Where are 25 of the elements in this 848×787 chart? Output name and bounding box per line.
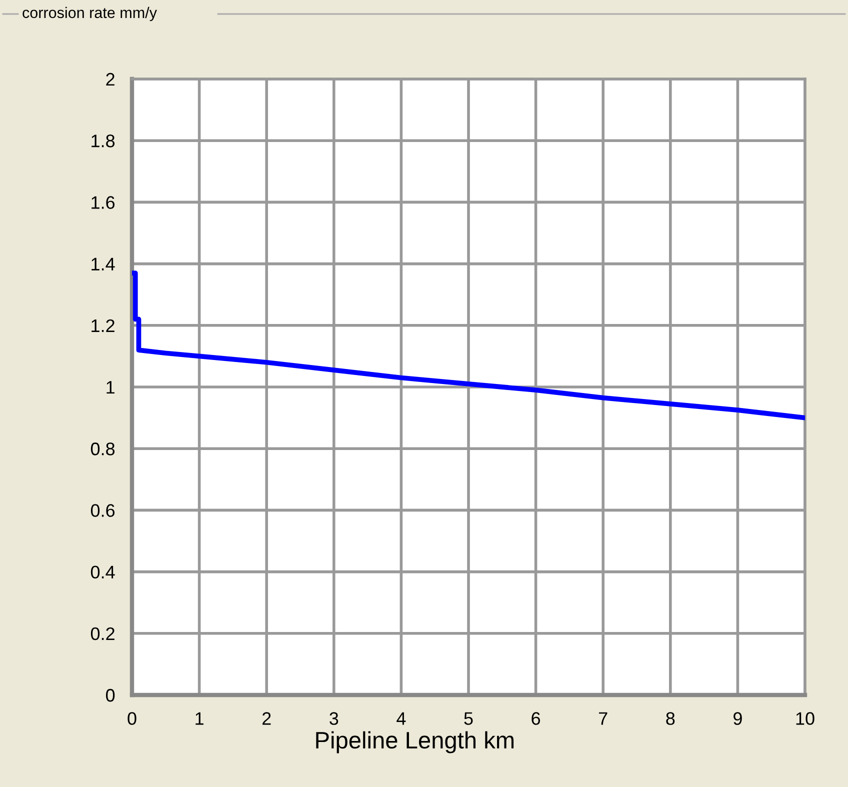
x-tick-label: 2 [262, 712, 271, 725]
y-tick-label: 2 [106, 72, 114, 86]
y-axis-title: corrosion rate mm/y [22, 6, 157, 22]
y-tick-label: 1.6 [92, 196, 115, 209]
x-tick-label: 1 [196, 712, 204, 725]
y-tick-label: 1 [106, 381, 114, 394]
y-tick-label: 1.8 [92, 134, 115, 148]
x-tick-label: 7 [599, 712, 608, 725]
x-axis-title: Pipeline Length km [316, 731, 514, 754]
x-tick-label: 6 [532, 712, 540, 725]
y-tick-label: 0.4 [90, 566, 115, 579]
y-tick-label: 0.8 [90, 442, 115, 456]
y-tick-label: 0.2 [90, 627, 114, 640]
x-tick-label: 4 [396, 712, 406, 725]
x-tick-label: 10 [796, 712, 814, 725]
y-tick-label: 0 [106, 688, 115, 702]
x-tick-label: 0 [128, 712, 136, 725]
y-tick-label: 0.6 [90, 504, 115, 517]
x-tick-label: 3 [330, 712, 338, 725]
line-series [132, 270, 805, 420]
x-tick-label: 5 [464, 712, 473, 725]
x-tick-label: 9 [734, 712, 742, 725]
y-tick-label: 1.2 [92, 319, 114, 332]
x-tick-label: 8 [666, 712, 675, 725]
y-tick-label: 1.4 [92, 258, 115, 270]
